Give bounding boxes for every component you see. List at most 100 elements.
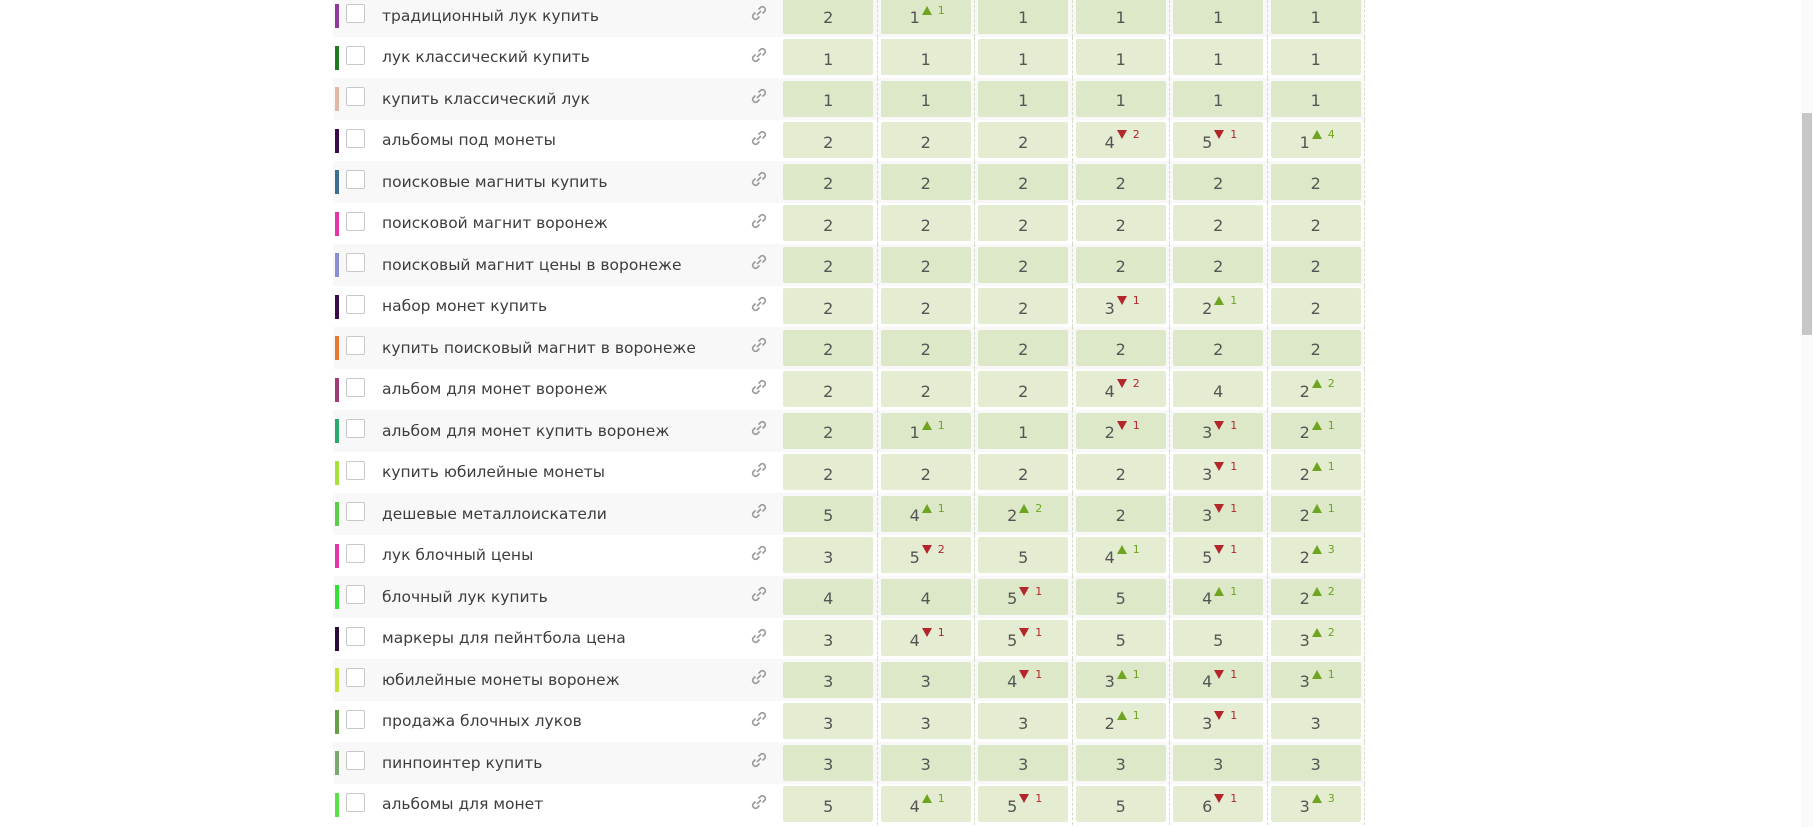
position-cell[interactable]: 3 bbox=[1270, 703, 1361, 740]
position-cell[interactable]: 5 bbox=[1075, 578, 1166, 615]
position-cell[interactable]: 2 bbox=[978, 205, 1069, 242]
row-checkbox[interactable] bbox=[346, 419, 365, 438]
position-cell[interactable]: 2 bbox=[1075, 329, 1166, 366]
position-cell[interactable]: 1 bbox=[880, 80, 971, 117]
position-cell[interactable]: 2 bbox=[880, 288, 971, 325]
position-cell[interactable]: 2 bbox=[1173, 163, 1264, 200]
row-checkbox[interactable] bbox=[346, 294, 365, 314]
row-checkbox[interactable] bbox=[346, 460, 365, 480]
row-checkbox[interactable] bbox=[346, 543, 365, 563]
position-cell[interactable]: 2 bbox=[1075, 495, 1166, 532]
position-cell[interactable]: 1 bbox=[978, 0, 1069, 34]
row-checkbox[interactable] bbox=[346, 626, 365, 646]
position-cell[interactable]: 2 bbox=[783, 0, 874, 34]
link-icon[interactable] bbox=[748, 168, 770, 190]
position-cell[interactable]: 3 bbox=[880, 661, 971, 698]
link-icon[interactable] bbox=[748, 127, 770, 149]
link-icon[interactable] bbox=[748, 459, 770, 481]
link-icon[interactable] bbox=[748, 85, 770, 107]
position-cell[interactable]: 2 bbox=[978, 246, 1069, 283]
position-cell[interactable]: 5 bbox=[978, 537, 1069, 574]
position-cell[interactable]: 2 bbox=[1173, 329, 1264, 366]
position-cell[interactable]: 2 bbox=[880, 246, 971, 283]
position-cell[interactable]: 3 bbox=[880, 744, 971, 781]
row-checkbox[interactable] bbox=[346, 253, 365, 272]
position-cell[interactable]: 1 bbox=[1075, 0, 1166, 34]
position-cell[interactable]: 1 bbox=[1173, 0, 1264, 34]
position-cell[interactable]: 2 bbox=[1075, 246, 1166, 283]
position-cell[interactable]: 5 bbox=[1075, 620, 1166, 657]
link-icon[interactable] bbox=[748, 749, 770, 771]
position-cell[interactable]: 3 bbox=[783, 744, 874, 781]
row-checkbox[interactable] bbox=[346, 4, 365, 23]
position-cell[interactable]: 1 bbox=[1270, 80, 1361, 117]
link-icon[interactable] bbox=[748, 708, 770, 730]
position-cell[interactable]: 2 bbox=[783, 454, 874, 491]
position-cell[interactable]: 1 bbox=[1270, 39, 1361, 76]
row-checkbox[interactable] bbox=[346, 377, 365, 397]
position-cell[interactable]: 2 bbox=[783, 412, 874, 449]
link-icon[interactable] bbox=[748, 251, 770, 273]
row-checkbox[interactable] bbox=[346, 585, 365, 604]
link-icon[interactable] bbox=[748, 2, 770, 24]
link-icon[interactable] bbox=[748, 666, 770, 688]
position-cell[interactable]: 4 bbox=[880, 578, 971, 615]
link-icon[interactable] bbox=[748, 583, 770, 605]
position-cell[interactable]: 5 bbox=[1075, 786, 1166, 823]
row-checkbox[interactable] bbox=[346, 709, 365, 729]
position-cell[interactable]: 2 bbox=[978, 371, 1069, 408]
row-checkbox[interactable] bbox=[346, 668, 365, 687]
link-icon[interactable] bbox=[748, 417, 770, 439]
scrollbar-track[interactable] bbox=[1801, 0, 1813, 827]
position-cell[interactable]: 2 bbox=[1270, 163, 1361, 200]
position-cell[interactable]: 3 bbox=[1270, 744, 1361, 781]
position-cell[interactable]: 4 bbox=[1173, 371, 1264, 408]
position-cell[interactable]: 2 bbox=[1270, 246, 1361, 283]
link-icon[interactable] bbox=[748, 334, 770, 356]
link-icon[interactable] bbox=[748, 44, 770, 66]
position-cell[interactable]: 3 bbox=[1075, 744, 1166, 781]
position-cell[interactable]: 1 bbox=[783, 39, 874, 76]
position-cell[interactable]: 2 bbox=[783, 329, 874, 366]
row-checkbox[interactable] bbox=[346, 45, 365, 65]
position-cell[interactable]: 2 bbox=[1173, 246, 1264, 283]
position-cell[interactable]: 2 bbox=[1075, 454, 1166, 491]
position-cell[interactable]: 5 bbox=[783, 495, 874, 532]
position-cell[interactable]: 1 bbox=[783, 80, 874, 117]
position-cell[interactable]: 3 bbox=[783, 620, 874, 657]
position-cell[interactable]: 2 bbox=[978, 454, 1069, 491]
position-cell[interactable]: 1 bbox=[1270, 0, 1361, 34]
position-cell[interactable]: 2 bbox=[978, 329, 1069, 366]
row-checkbox[interactable] bbox=[346, 87, 365, 106]
position-cell[interactable]: 1 bbox=[1075, 80, 1166, 117]
position-cell[interactable]: 2 bbox=[880, 163, 971, 200]
position-cell[interactable]: 2 bbox=[880, 205, 971, 242]
link-icon[interactable] bbox=[748, 791, 770, 813]
position-cell[interactable]: 2 bbox=[880, 329, 971, 366]
position-cell[interactable]: 3 bbox=[783, 661, 874, 698]
position-cell[interactable]: 2 bbox=[978, 288, 1069, 325]
position-cell[interactable]: 5 bbox=[783, 786, 874, 823]
row-checkbox[interactable] bbox=[346, 502, 365, 521]
position-cell[interactable]: 3 bbox=[783, 537, 874, 574]
position-cell[interactable]: 3 bbox=[880, 703, 971, 740]
position-cell[interactable]: 2 bbox=[1075, 205, 1166, 242]
